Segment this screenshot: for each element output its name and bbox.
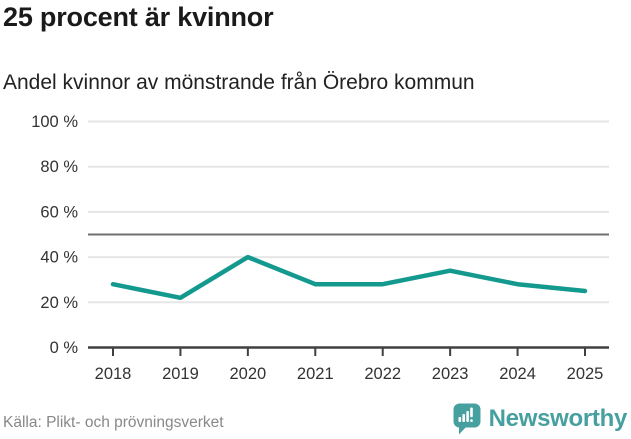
y-tick-label: 20 % [40,294,78,312]
y-tick-label: 100 % [31,113,78,131]
newsworthy-icon [453,403,481,435]
x-tick-label: 2018 [95,365,132,383]
data-line-andel-kvinnor [110,254,588,301]
y-tick-label: 60 % [40,203,78,221]
x-tick-label: 2022 [364,365,401,383]
x-tick-label: 2020 [229,365,266,383]
chart-title: 25 procent är kvinnor [3,2,274,32]
brand-wordmark: Newsworthy [488,404,628,432]
y-tick-label: 0 % [50,339,79,357]
x-tick-label: 2023 [432,365,469,383]
x-tick-label: 2025 [567,365,604,383]
y-tick-label: 80 % [40,158,78,176]
brand-logo: Newsworthy [452,402,627,435]
x-tick-label: 2021 [297,365,334,383]
source-note: Källa: Plikt- och prövningsverket [3,414,224,431]
x-tick-label: 2019 [162,365,199,383]
x-tick-label: 2024 [499,365,536,383]
chart-subtitle: Andel kvinnor av mönstrande från Örebro … [3,71,475,94]
y-tick-label: 40 % [40,249,78,267]
